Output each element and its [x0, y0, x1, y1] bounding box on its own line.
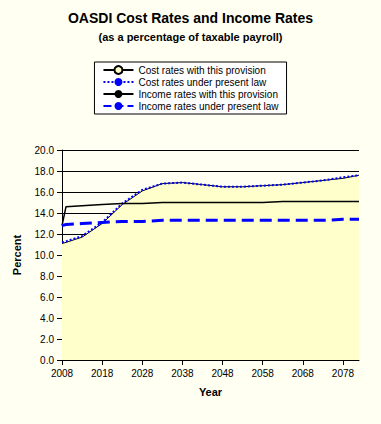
svg-text:8.0: 8.0 — [40, 271, 54, 282]
svg-text:0.0: 0.0 — [40, 355, 54, 366]
svg-text:14.0: 14.0 — [35, 208, 55, 219]
svg-text:2008: 2008 — [51, 368, 74, 379]
svg-text:10.0: 10.0 — [35, 250, 55, 261]
svg-text:4.0: 4.0 — [40, 313, 54, 324]
svg-text:18.0: 18.0 — [35, 166, 55, 177]
svg-text:Cost rates with this provision: Cost rates with this provision — [138, 65, 265, 76]
svg-text:Income rates under present law: Income rates under present law — [138, 101, 279, 112]
svg-text:20.0: 20.0 — [35, 145, 55, 156]
svg-text:2.0: 2.0 — [40, 334, 54, 345]
svg-text:2058: 2058 — [252, 368, 275, 379]
svg-text:2028: 2028 — [131, 368, 154, 379]
svg-text:Cost rates under present law: Cost rates under present law — [138, 77, 267, 88]
svg-text:2068: 2068 — [292, 368, 315, 379]
svg-text:2018: 2018 — [91, 368, 114, 379]
svg-text:2048: 2048 — [211, 368, 234, 379]
svg-text:2038: 2038 — [171, 368, 194, 379]
svg-text:Percent: Percent — [11, 234, 23, 275]
svg-text:16.0: 16.0 — [35, 187, 55, 198]
svg-text:2078: 2078 — [332, 368, 355, 379]
svg-text:6.0: 6.0 — [40, 292, 54, 303]
svg-text:(as a percentage of taxable pa: (as a percentage of taxable payroll) — [98, 31, 282, 43]
svg-text:Year: Year — [199, 386, 223, 398]
svg-text:Income rates with this provisi: Income rates with this provision — [138, 89, 278, 100]
svg-text:OASDI Cost Rates and Income Ra: OASDI Cost Rates and Income Rates — [68, 10, 313, 26]
svg-text:12.0: 12.0 — [35, 229, 55, 240]
